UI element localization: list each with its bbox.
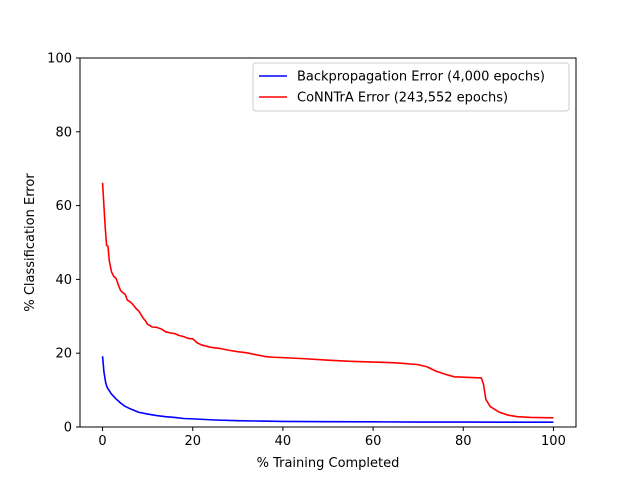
x-tick-label: 20	[184, 434, 201, 449]
y-tick-label: 60	[55, 199, 72, 214]
x-axis-ticks: 0 20 40 60 80 100	[98, 427, 566, 449]
y-tick-label: 0	[64, 421, 72, 436]
x-tick-label: 0	[98, 434, 106, 449]
y-tick-label: 20	[55, 347, 72, 362]
y-axis-label: % Classification Error	[23, 173, 38, 312]
x-tick-label: 40	[275, 434, 292, 449]
legend: Backpropagation Error (4,000 epochs) CoNN…	[252, 62, 570, 112]
y-tick-label: 80	[55, 125, 72, 140]
plot-area	[79, 57, 577, 428]
y-tick-label: 40	[55, 273, 72, 288]
legend-box	[252, 62, 570, 112]
series-line-1	[101, 182, 554, 419]
legend-label-1: CoNNTrA Error (243,552 epochs)	[297, 91, 508, 106]
legend-label-0: Backpropagation Error (4,000 epochs)	[297, 70, 545, 85]
x-axis-label: % Training Completed	[257, 456, 400, 471]
y-tick-label: 100	[47, 52, 72, 67]
x-tick-label: 100	[541, 434, 566, 449]
x-tick-label: 60	[365, 434, 382, 449]
y-axis-ticks: 0 20 40 60 80 100	[47, 52, 80, 436]
series-line-0	[101, 356, 554, 424]
x-tick-label: 80	[455, 434, 472, 449]
axes-frame	[79, 57, 577, 428]
